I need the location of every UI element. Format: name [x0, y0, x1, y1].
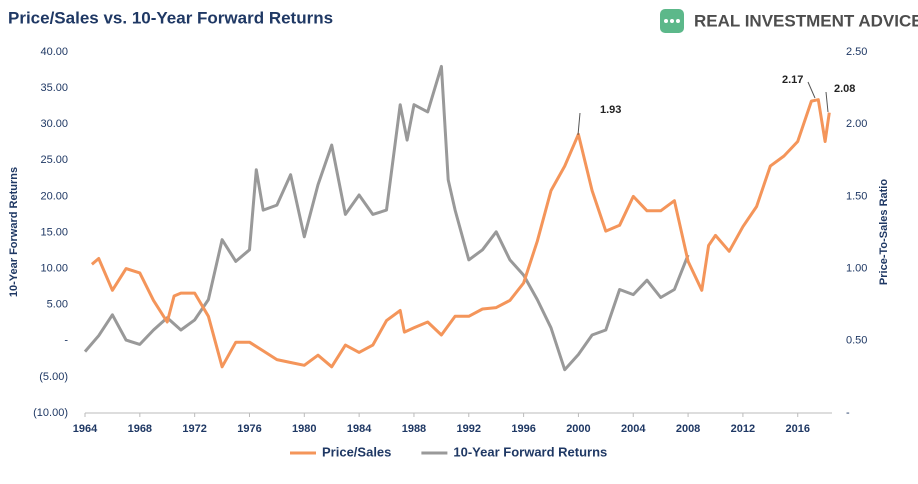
y-tick-label: 5.00 [47, 299, 68, 311]
y-tick-label: (5.00) [39, 371, 68, 383]
y-tick-label: 40.00 [40, 46, 68, 58]
logo-dot [670, 19, 674, 23]
y2-tick-label: 2.50 [846, 46, 867, 58]
x-tick-label: 2012 [731, 423, 755, 435]
logo-dot [676, 19, 680, 23]
logo-dot [664, 19, 668, 23]
x-tick-label: 1996 [511, 423, 535, 435]
y2-tick-label: - [846, 407, 850, 419]
annotation: 1.93 [600, 104, 621, 116]
x-tick-label: 1980 [292, 423, 316, 435]
x-tick-label: 1976 [237, 423, 261, 435]
series-line [90, 98, 831, 369]
y-axis-label: 10-Year Forward Returns [8, 167, 20, 297]
x-tick-label: 1972 [182, 423, 206, 435]
chart-title: Price/Sales vs. 10-Year Forward Returns [8, 8, 333, 27]
x-tick-label: 2000 [566, 423, 590, 435]
x-tick-label: 1992 [457, 423, 481, 435]
y2-tick-label: 1.50 [846, 190, 867, 202]
series-line [83, 64, 690, 372]
x-tick-label: 1984 [347, 423, 372, 435]
x-tick-label: 2016 [785, 423, 809, 435]
x-tick-label: 2004 [621, 423, 646, 435]
y-tick-label: (10.00) [33, 407, 68, 419]
y-tick-label: 10.00 [40, 263, 68, 275]
y2-tick-label: 1.00 [846, 263, 867, 275]
y-tick-label: 35.00 [40, 82, 68, 94]
annotation-leader [577, 112, 581, 136]
x-tick-label: 1968 [128, 423, 152, 435]
y2-tick-label: 0.50 [846, 335, 867, 347]
legend-label: Price/Sales [322, 444, 391, 459]
logo-text: REAL INVESTMENT ADVICE [694, 11, 918, 30]
annotation: 2.08 [834, 83, 855, 95]
y2-tick-label: 2.00 [846, 118, 867, 130]
x-tick-label: 2008 [676, 423, 700, 435]
annotation-leader [825, 91, 829, 113]
y2-axis-label: Price-To-Sales Ratio [878, 179, 890, 285]
y-tick-label: 15.00 [40, 226, 68, 238]
legend-label: 10-Year Forward Returns [453, 444, 607, 459]
y-tick-label: 30.00 [40, 118, 68, 130]
x-tick-label: 1988 [402, 423, 426, 435]
y-tick-label: - [64, 335, 68, 347]
y-tick-label: 25.00 [40, 154, 68, 166]
annotation-leader [807, 81, 816, 99]
y-tick-label: 20.00 [40, 190, 68, 202]
annotation: 2.17 [782, 74, 803, 86]
x-tick-label: 1964 [73, 423, 98, 435]
